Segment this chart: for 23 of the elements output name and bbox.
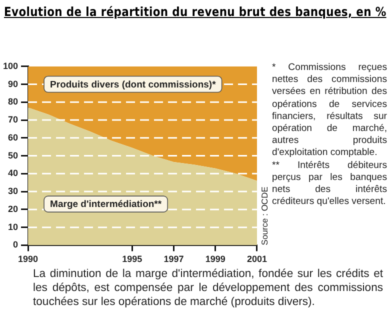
y-tick-label: 90 <box>8 78 18 89</box>
text: La diminution de la marge d'intermédiation, fondée sur les crédits et les dépôts, est compensée par le développement des commissions touchées sur les opérations de marché (produits divers). <box>33 267 383 309</box>
x-tick-label: 1997 <box>164 254 184 264</box>
y-tick-label: 40 <box>8 168 18 178</box>
x-tick-label: 2001 <box>246 254 268 264</box>
x-tick-label: 1999 <box>205 254 226 264</box>
y-tick-label: 50 <box>8 150 18 160</box>
source-note: Source : OCDE <box>259 186 270 246</box>
x-tick-label: 1995 <box>122 254 142 264</box>
text: ** Intérêts débiteurs perçus par les banques nets des intérêts créditeurs qu'elles versent. <box>272 160 387 208</box>
chart-title: Evolution de la répartition du revenu brut des banques, en % <box>4 4 386 19</box>
y-tick-label: 30 <box>8 186 18 196</box>
x-tick-label: 1990 <box>18 254 38 264</box>
y-tick-label: 100 <box>2 60 18 71</box>
y-tick-label: 70 <box>8 114 18 125</box>
series-label: Produits divers (dont commissions)* <box>50 79 216 90</box>
y-tick-label: 20 <box>8 204 18 214</box>
y-tick-label: 60 <box>8 132 18 142</box>
text: * Commissions reçues nettes des commissions versées en rétribution des opérations de services financiers, résultats sur opération de marché, autres produits d'exploitation comptable. <box>272 62 387 160</box>
y-tick-label: 10 <box>8 222 18 232</box>
y-tick-label: 0 <box>13 240 18 250</box>
y-tick-label: 80 <box>8 96 18 107</box>
series-label: Marge d'intermédiation** <box>50 199 162 210</box>
